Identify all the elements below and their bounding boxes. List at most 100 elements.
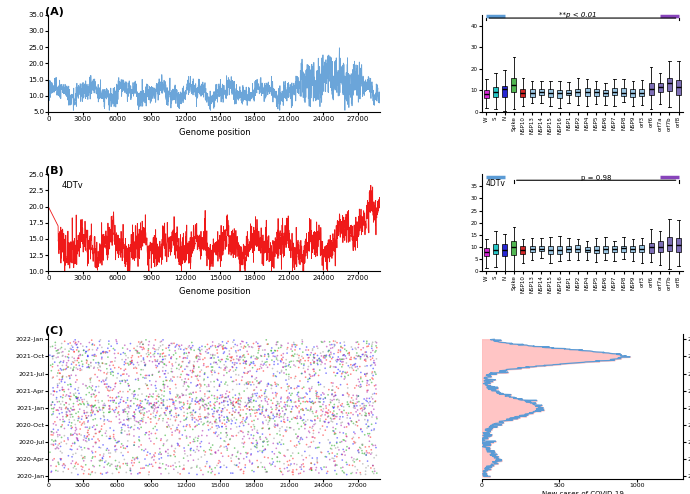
PathPatch shape (502, 244, 507, 256)
Point (371, 339, 382, 347)
Point (52, 441, 63, 449)
Point (353, 375, 364, 383)
Point (347, 362, 358, 370)
Point (292, 391, 303, 399)
Point (96, 349, 107, 357)
Point (259, 387, 270, 395)
Point (46, 431, 57, 439)
Point (97, 441, 108, 449)
Point (202, 417, 213, 425)
Point (233, 455, 244, 463)
Point (253, 415, 264, 423)
Point (74, 389, 85, 397)
Point (214, 413, 225, 421)
Point (99, 380, 110, 388)
Point (242, 378, 253, 386)
Point (59, 388, 70, 396)
Point (348, 455, 359, 463)
Point (263, 340, 274, 348)
Point (284, 373, 295, 381)
Point (72, 340, 83, 348)
Point (197, 395, 208, 403)
Point (304, 386, 315, 394)
Point (143, 348, 154, 356)
Point (337, 463, 348, 471)
Point (199, 413, 210, 421)
Point (209, 405, 220, 412)
Point (155, 342, 166, 350)
Point (126, 359, 137, 367)
Point (253, 349, 264, 357)
Point (46, 390, 57, 398)
Point (223, 416, 234, 424)
Point (120, 356, 131, 364)
Point (342, 369, 353, 376)
Point (132, 374, 144, 382)
Point (56, 433, 67, 441)
Point (304, 354, 315, 362)
Point (176, 341, 187, 349)
Point (281, 387, 292, 395)
Point (271, 390, 282, 398)
Point (101, 375, 112, 383)
Point (152, 350, 164, 358)
Point (226, 417, 237, 425)
Point (139, 361, 150, 369)
Point (104, 404, 115, 412)
Point (221, 339, 233, 347)
Point (75, 418, 86, 426)
Point (224, 347, 235, 355)
Point (189, 414, 200, 422)
Point (290, 430, 302, 438)
Point (184, 359, 195, 367)
Point (47, 360, 58, 368)
Point (342, 380, 353, 388)
Point (264, 424, 275, 432)
Point (270, 406, 282, 413)
Point (287, 449, 298, 457)
Point (85, 470, 96, 478)
Point (235, 346, 246, 354)
Point (336, 402, 347, 410)
Point (90, 415, 101, 423)
Point (204, 439, 215, 447)
Point (192, 375, 203, 383)
Point (123, 380, 134, 388)
Point (235, 412, 246, 420)
Point (63, 452, 74, 460)
Point (359, 362, 371, 370)
Point (328, 415, 339, 423)
Point (359, 356, 371, 364)
Point (234, 380, 245, 388)
Point (129, 416, 140, 424)
Point (123, 403, 134, 411)
Point (84, 424, 95, 432)
Point (264, 415, 275, 423)
Point (219, 404, 230, 412)
Point (327, 403, 338, 411)
Point (130, 391, 141, 399)
Point (241, 410, 252, 418)
Point (369, 398, 380, 406)
Point (68, 338, 79, 346)
Point (371, 355, 382, 363)
Point (97, 431, 108, 439)
Point (199, 447, 210, 454)
Point (218, 398, 229, 406)
Point (214, 404, 225, 412)
Point (50, 338, 61, 346)
Point (241, 360, 252, 368)
Point (324, 352, 335, 360)
Point (77, 342, 88, 350)
Point (81, 434, 92, 442)
Point (154, 464, 165, 472)
Point (101, 432, 112, 440)
Point (104, 435, 115, 443)
Point (303, 427, 314, 435)
Point (236, 376, 247, 384)
Point (64, 395, 75, 403)
Point (140, 362, 151, 370)
Point (210, 428, 221, 436)
Point (85, 378, 96, 386)
Point (255, 342, 266, 350)
